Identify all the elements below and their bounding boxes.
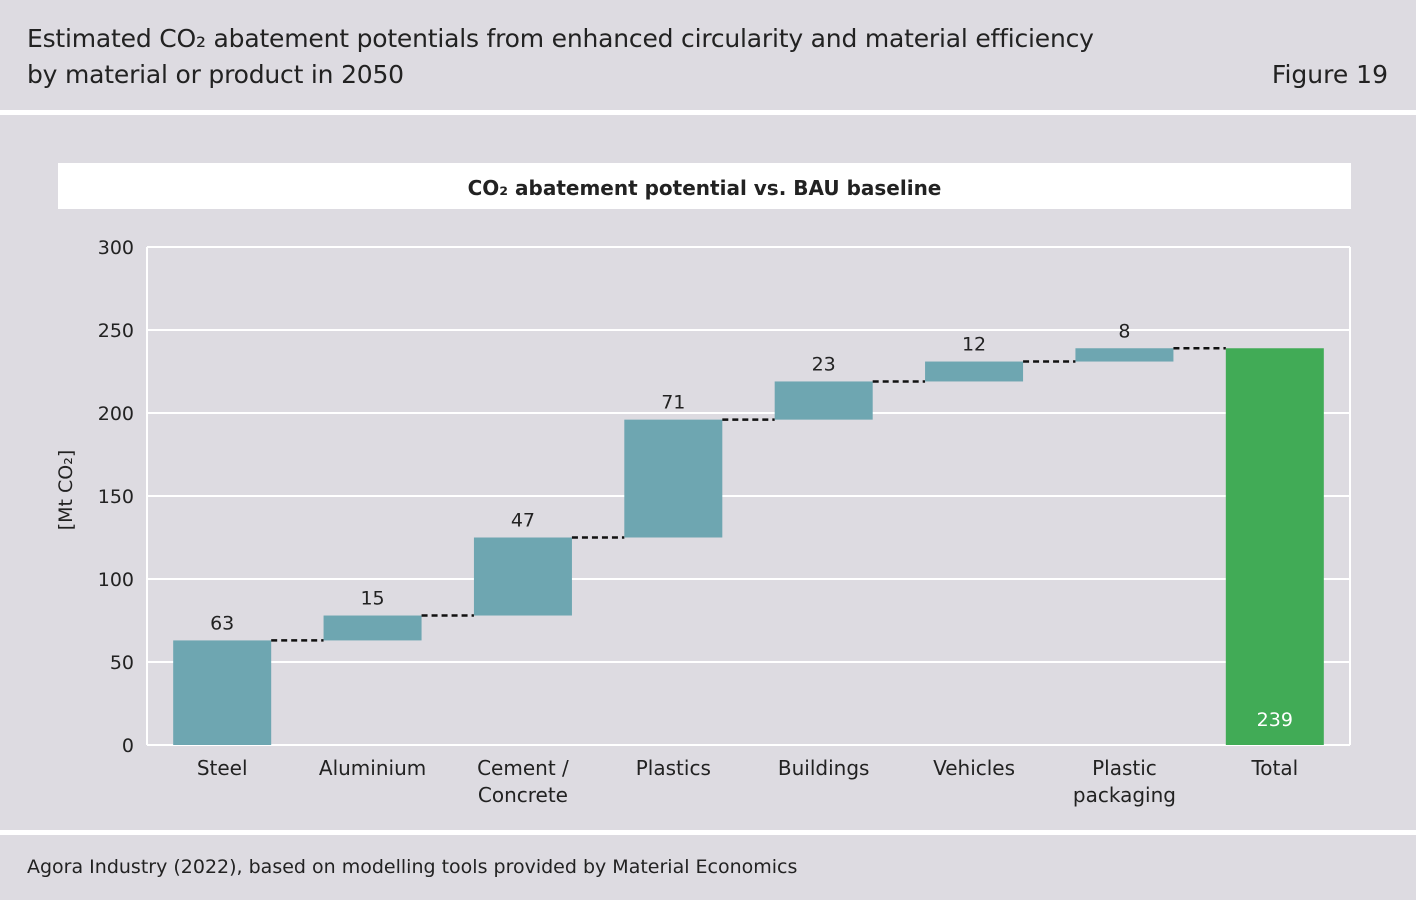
y-axis-label: [Mt CO₂] — [55, 450, 77, 531]
category-label: Total — [1250, 756, 1298, 780]
value-label: 71 — [661, 392, 685, 414]
total-bar — [1225, 348, 1324, 745]
header: Estimated CO₂ abatement potentials from … — [0, 0, 1416, 110]
figure-number: Figure 19 — [1271, 60, 1388, 89]
y-tick-label: 200 — [98, 403, 134, 425]
y-tick-label: 150 — [98, 486, 134, 508]
step-bar — [323, 615, 422, 641]
step-bar — [774, 381, 873, 420]
footer-divider — [0, 830, 1416, 835]
category-label: Concrete — [478, 783, 568, 807]
y-tick-label: 100 — [98, 569, 134, 591]
step-bar — [173, 640, 272, 745]
source-note: Agora Industry (2022), based on modellin… — [27, 856, 798, 878]
header-divider — [0, 110, 1416, 115]
chart-title-box: CO₂ abatement potential vs. BAU baseline — [58, 163, 1351, 209]
figure-title-line-2: by material or product in 2050 — [27, 60, 404, 89]
y-tick-label: 250 — [98, 320, 134, 342]
step-bar — [1075, 348, 1174, 362]
y-tick-label: 300 — [98, 237, 134, 259]
step-bar — [473, 537, 572, 616]
value-label: 239 — [1257, 709, 1293, 731]
step-bar — [925, 361, 1024, 382]
category-label: Aluminium — [319, 756, 426, 780]
category-label: Plastic — [1092, 756, 1157, 780]
category-label: Steel — [197, 756, 248, 780]
step-bar — [624, 419, 723, 538]
value-label: 23 — [812, 353, 836, 375]
waterfall-chart: 0 50 100 150 200 250 300 [Mt CO₂] 63 Steel 15 Alumi… — [55, 237, 1351, 807]
y-tick-label: 50 — [110, 652, 134, 674]
category-label: Plastics — [636, 756, 711, 780]
category-label: packaging — [1073, 783, 1176, 807]
chart-title: CO₂ abatement potential vs. BAU baseline — [467, 176, 942, 200]
value-label: 63 — [210, 612, 234, 634]
value-label: 47 — [511, 510, 535, 532]
value-label: 15 — [360, 588, 384, 610]
value-label: 12 — [962, 334, 986, 356]
figure-title-line-1: Estimated CO₂ abatement potentials from … — [27, 24, 1094, 53]
category-label: Buildings — [778, 756, 870, 780]
category-label: Cement / — [477, 756, 569, 780]
value-label: 8 — [1118, 320, 1130, 342]
category-label: Vehicles — [933, 756, 1015, 780]
y-tick-label: 0 — [122, 735, 134, 757]
